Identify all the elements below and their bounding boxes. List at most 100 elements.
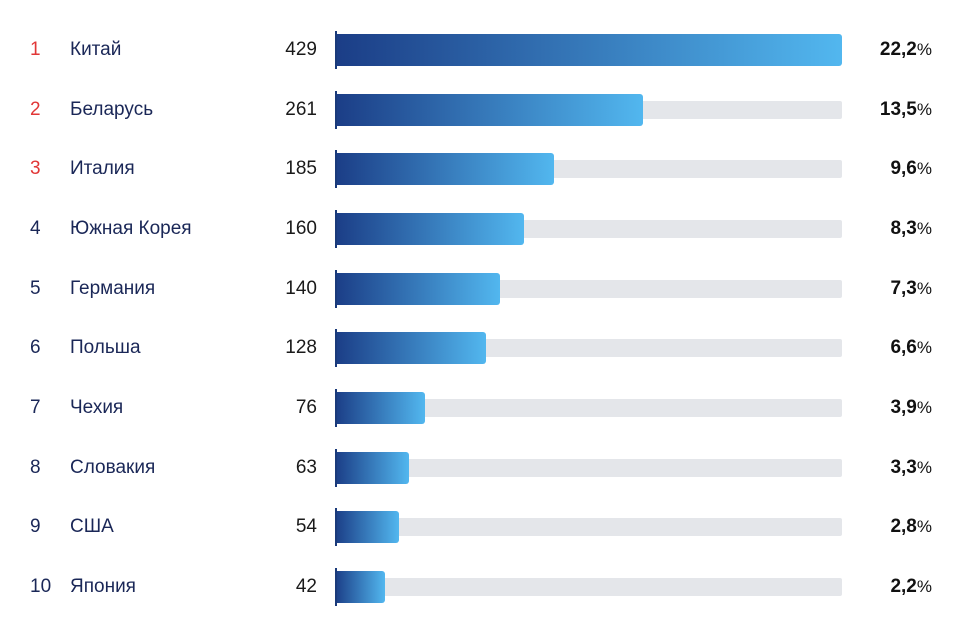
country-label: Словакия [70, 457, 275, 479]
chart-row: 7Чехия76 3,9% [30, 378, 932, 438]
percent-sign: % [917, 40, 932, 59]
chart-row: 5Германия140 7,3% [30, 259, 932, 319]
axis-tick [335, 389, 337, 427]
bar-area [335, 34, 842, 66]
axis-tick [335, 508, 337, 546]
percent-sign: % [917, 577, 932, 596]
chart-row: 4Южная Корея160 8,3% [30, 199, 932, 259]
chart-row: 1Китай429 22,2% [30, 20, 932, 80]
percent-sign: % [917, 517, 932, 536]
country-label: Польша [70, 337, 275, 359]
percent-number: 2,8 [890, 516, 916, 537]
rank-number: 6 [30, 337, 70, 359]
percent-sign: % [917, 338, 932, 357]
percent-label: 2,8% [842, 516, 932, 538]
value-label: 54 [275, 516, 335, 538]
axis-tick [335, 31, 337, 69]
percent-number: 9,6 [890, 158, 916, 179]
bar-area [335, 452, 842, 484]
percent-label: 13,5% [842, 99, 932, 121]
rank-number: 8 [30, 457, 70, 479]
value-label: 140 [275, 278, 335, 300]
axis-tick [335, 568, 337, 606]
percent-sign: % [917, 398, 932, 417]
rank-number: 2 [30, 99, 70, 121]
percent-number: 6,6 [890, 337, 916, 358]
bar-fill [335, 213, 524, 245]
percent-label: 6,6% [842, 337, 932, 359]
bar-fill [335, 571, 385, 603]
percent-number: 2,2 [890, 576, 916, 597]
percent-number: 8,3 [890, 218, 916, 239]
country-label: Чехия [70, 397, 275, 419]
percent-label: 22,2% [842, 39, 932, 61]
value-label: 76 [275, 397, 335, 419]
bar-track [335, 518, 842, 536]
axis-tick [335, 329, 337, 367]
chart-row: 3Италия185 9,6% [30, 139, 932, 199]
value-label: 429 [275, 39, 335, 61]
value-label: 160 [275, 218, 335, 240]
bar-area [335, 153, 842, 185]
axis-tick [335, 449, 337, 487]
percent-sign: % [917, 100, 932, 119]
bar-area [335, 273, 842, 305]
bar-area [335, 571, 842, 603]
country-label: Япония [70, 576, 275, 598]
bar-fill [335, 511, 399, 543]
percent-label: 2,2% [842, 576, 932, 598]
value-label: 42 [275, 576, 335, 598]
value-label: 185 [275, 158, 335, 180]
value-label: 128 [275, 337, 335, 359]
rank-number: 9 [30, 516, 70, 538]
percent-number: 3,3 [890, 457, 916, 478]
rank-number: 1 [30, 39, 70, 61]
percent-number: 3,9 [890, 397, 916, 418]
value-label: 261 [275, 99, 335, 121]
bar-track [335, 459, 842, 477]
axis-tick [335, 270, 337, 308]
percent-number: 7,3 [890, 278, 916, 299]
chart-row: 6Польша128 6,6% [30, 319, 932, 379]
bar-fill [335, 153, 554, 185]
rank-number: 3 [30, 158, 70, 180]
percent-sign: % [917, 159, 932, 178]
percent-number: 13,5 [880, 99, 917, 120]
percent-label: 9,6% [842, 158, 932, 180]
bar-area [335, 332, 842, 364]
axis-tick [335, 150, 337, 188]
bar-fill [335, 34, 842, 66]
chart-row: 9США542,8% [30, 498, 932, 558]
percent-sign: % [917, 219, 932, 238]
bar-fill [335, 392, 425, 424]
chart-row: 2Беларусь261 13,5% [30, 80, 932, 140]
value-label: 63 [275, 457, 335, 479]
country-label: Южная Корея [70, 218, 275, 240]
country-label: Беларусь [70, 99, 275, 121]
bar-track [335, 578, 842, 596]
bar-area [335, 511, 842, 543]
bar-fill [335, 332, 486, 364]
bar-area [335, 213, 842, 245]
bar-fill [335, 452, 409, 484]
country-label: Германия [70, 278, 275, 300]
bar-fill [335, 273, 500, 305]
rank-number: 10 [30, 576, 70, 598]
country-label: Италия [70, 158, 275, 180]
percent-sign: % [917, 458, 932, 477]
bar-area [335, 392, 842, 424]
percent-label: 8,3% [842, 218, 932, 240]
axis-tick [335, 210, 337, 248]
percent-label: 3,9% [842, 397, 932, 419]
bar-fill [335, 94, 643, 126]
chart-row: 10Япония42 2,2% [30, 557, 932, 617]
axis-tick [335, 91, 337, 129]
rank-number: 7 [30, 397, 70, 419]
rank-number: 5 [30, 278, 70, 300]
country-bar-chart: 1Китай42922,2%2Беларусь26113,5%3Италия18… [30, 20, 932, 617]
bar-area [335, 94, 842, 126]
rank-number: 4 [30, 218, 70, 240]
country-label: Китай [70, 39, 275, 61]
percent-sign: % [917, 279, 932, 298]
chart-row: 8Словакия63 3,3% [30, 438, 932, 498]
